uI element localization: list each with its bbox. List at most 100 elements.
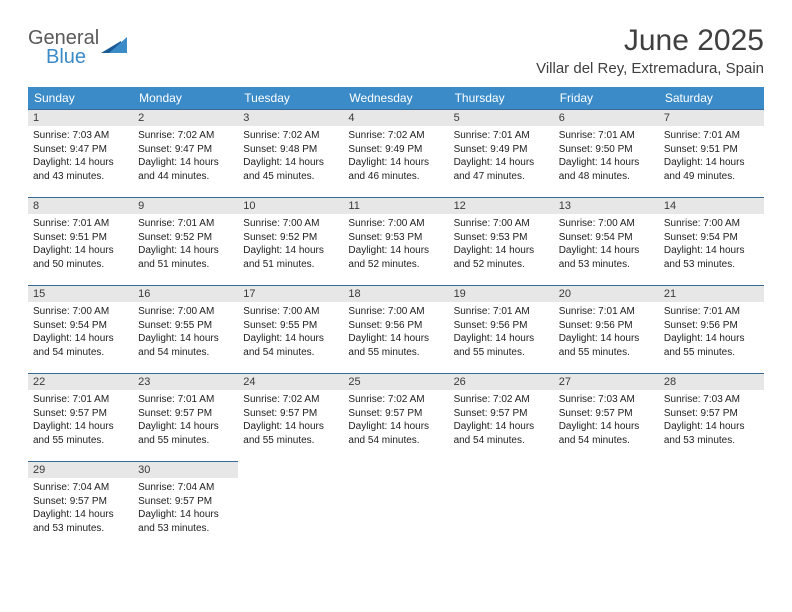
month-title: June 2025 (536, 24, 764, 58)
day-number: 12 (449, 197, 554, 214)
calendar-column-header: Sunday (28, 87, 133, 109)
sunset-text: Sunset: 9:47 PM (33, 143, 128, 157)
sunrise-text: Sunrise: 7:01 AM (33, 393, 128, 407)
sunrise-text: Sunrise: 7:00 AM (664, 217, 759, 231)
day-details: Sunrise: 7:01 AMSunset: 9:56 PMDaylight:… (554, 302, 659, 362)
calendar-day-cell: 26Sunrise: 7:02 AMSunset: 9:57 PMDayligh… (449, 373, 554, 461)
calendar-day-cell: 15Sunrise: 7:00 AMSunset: 9:54 PMDayligh… (28, 285, 133, 373)
day-number: 6 (554, 109, 659, 126)
sunset-text: Sunset: 9:48 PM (243, 143, 338, 157)
sunrise-text: Sunrise: 7:00 AM (243, 217, 338, 231)
daylight-text: Daylight: 14 hours and 53 minutes. (664, 420, 759, 447)
day-details: Sunrise: 7:00 AMSunset: 9:54 PMDaylight:… (554, 214, 659, 274)
sunrise-text: Sunrise: 7:01 AM (664, 305, 759, 319)
day-number: 3 (238, 109, 343, 126)
day-details: Sunrise: 7:01 AMSunset: 9:51 PMDaylight:… (28, 214, 133, 274)
sunrise-text: Sunrise: 7:04 AM (138, 481, 233, 495)
sunset-text: Sunset: 9:53 PM (348, 231, 443, 245)
sunset-text: Sunset: 9:53 PM (454, 231, 549, 245)
day-number: 30 (133, 461, 238, 478)
day-number: 18 (343, 285, 448, 302)
day-number: 11 (343, 197, 448, 214)
day-number: 7 (659, 109, 764, 126)
sunset-text: Sunset: 9:51 PM (33, 231, 128, 245)
calendar-day-cell: 7Sunrise: 7:01 AMSunset: 9:51 PMDaylight… (659, 109, 764, 197)
sunset-text: Sunset: 9:47 PM (138, 143, 233, 157)
logo-mark-icon (101, 35, 127, 60)
day-number: 16 (133, 285, 238, 302)
sunset-text: Sunset: 9:56 PM (664, 319, 759, 333)
day-details: Sunrise: 7:01 AMSunset: 9:57 PMDaylight:… (28, 390, 133, 450)
sunrise-text: Sunrise: 7:01 AM (454, 305, 549, 319)
calendar-day-cell: 17Sunrise: 7:00 AMSunset: 9:55 PMDayligh… (238, 285, 343, 373)
day-details: Sunrise: 7:01 AMSunset: 9:50 PMDaylight:… (554, 126, 659, 186)
page-header: General Blue June 2025 Villar del Rey, E… (28, 24, 764, 77)
sunset-text: Sunset: 9:54 PM (33, 319, 128, 333)
calendar-day-cell: 29Sunrise: 7:04 AMSunset: 9:57 PMDayligh… (28, 461, 133, 549)
calendar-week-row: 15Sunrise: 7:00 AMSunset: 9:54 PMDayligh… (28, 285, 764, 373)
calendar-day-cell: 25Sunrise: 7:02 AMSunset: 9:57 PMDayligh… (343, 373, 448, 461)
daylight-text: Daylight: 14 hours and 45 minutes. (243, 156, 338, 183)
calendar-day-cell: 6Sunrise: 7:01 AMSunset: 9:50 PMDaylight… (554, 109, 659, 197)
day-details: Sunrise: 7:01 AMSunset: 9:56 PMDaylight:… (449, 302, 554, 362)
calendar-day-cell: 20Sunrise: 7:01 AMSunset: 9:56 PMDayligh… (554, 285, 659, 373)
day-details: Sunrise: 7:02 AMSunset: 9:48 PMDaylight:… (238, 126, 343, 186)
day-details: Sunrise: 7:02 AMSunset: 9:57 PMDaylight:… (238, 390, 343, 450)
sunset-text: Sunset: 9:57 PM (33, 495, 128, 509)
sunset-text: Sunset: 9:54 PM (664, 231, 759, 245)
sunrise-text: Sunrise: 7:03 AM (664, 393, 759, 407)
sunset-text: Sunset: 9:52 PM (138, 231, 233, 245)
daylight-text: Daylight: 14 hours and 49 minutes. (664, 156, 759, 183)
daylight-text: Daylight: 14 hours and 55 minutes. (559, 332, 654, 359)
daylight-text: Daylight: 14 hours and 44 minutes. (138, 156, 233, 183)
calendar-day-cell: 23Sunrise: 7:01 AMSunset: 9:57 PMDayligh… (133, 373, 238, 461)
day-details: Sunrise: 7:01 AMSunset: 9:49 PMDaylight:… (449, 126, 554, 186)
daylight-text: Daylight: 14 hours and 55 minutes. (348, 332, 443, 359)
sunrise-text: Sunrise: 7:00 AM (559, 217, 654, 231)
sunset-text: Sunset: 9:57 PM (243, 407, 338, 421)
sunset-text: Sunset: 9:56 PM (348, 319, 443, 333)
daylight-text: Daylight: 14 hours and 54 minutes. (33, 332, 128, 359)
calendar-day-cell: 14Sunrise: 7:00 AMSunset: 9:54 PMDayligh… (659, 197, 764, 285)
day-details: Sunrise: 7:01 AMSunset: 9:57 PMDaylight:… (133, 390, 238, 450)
daylight-text: Daylight: 14 hours and 53 minutes. (138, 508, 233, 535)
calendar-day-cell: 19Sunrise: 7:01 AMSunset: 9:56 PMDayligh… (449, 285, 554, 373)
day-number: 4 (343, 109, 448, 126)
daylight-text: Daylight: 14 hours and 53 minutes. (559, 244, 654, 271)
sunrise-text: Sunrise: 7:00 AM (138, 305, 233, 319)
daylight-text: Daylight: 14 hours and 55 minutes. (243, 420, 338, 447)
sunrise-text: Sunrise: 7:00 AM (348, 217, 443, 231)
calendar-day-cell: 13Sunrise: 7:00 AMSunset: 9:54 PMDayligh… (554, 197, 659, 285)
sunset-text: Sunset: 9:57 PM (559, 407, 654, 421)
calendar-column-header: Tuesday (238, 87, 343, 109)
day-number: 9 (133, 197, 238, 214)
day-number: 20 (554, 285, 659, 302)
daylight-text: Daylight: 14 hours and 53 minutes. (33, 508, 128, 535)
daylight-text: Daylight: 14 hours and 50 minutes. (33, 244, 128, 271)
day-details: Sunrise: 7:03 AMSunset: 9:57 PMDaylight:… (554, 390, 659, 450)
calendar-day-cell: 28Sunrise: 7:03 AMSunset: 9:57 PMDayligh… (659, 373, 764, 461)
calendar-day-cell: 5Sunrise: 7:01 AMSunset: 9:49 PMDaylight… (449, 109, 554, 197)
day-details: Sunrise: 7:00 AMSunset: 9:53 PMDaylight:… (449, 214, 554, 274)
sunrise-text: Sunrise: 7:02 AM (348, 393, 443, 407)
calendar-day-cell: 10Sunrise: 7:00 AMSunset: 9:52 PMDayligh… (238, 197, 343, 285)
sunset-text: Sunset: 9:57 PM (454, 407, 549, 421)
calendar-day-cell: 27Sunrise: 7:03 AMSunset: 9:57 PMDayligh… (554, 373, 659, 461)
sunset-text: Sunset: 9:55 PM (138, 319, 233, 333)
sunrise-text: Sunrise: 7:03 AM (559, 393, 654, 407)
sunset-text: Sunset: 9:50 PM (559, 143, 654, 157)
daylight-text: Daylight: 14 hours and 48 minutes. (559, 156, 654, 183)
calendar-day-cell: 21Sunrise: 7:01 AMSunset: 9:56 PMDayligh… (659, 285, 764, 373)
day-details: Sunrise: 7:01 AMSunset: 9:52 PMDaylight:… (133, 214, 238, 274)
day-details: Sunrise: 7:00 AMSunset: 9:56 PMDaylight:… (343, 302, 448, 362)
daylight-text: Daylight: 14 hours and 55 minutes. (33, 420, 128, 447)
calendar-column-header: Thursday (449, 87, 554, 109)
daylight-text: Daylight: 14 hours and 53 minutes. (664, 244, 759, 271)
daylight-text: Daylight: 14 hours and 55 minutes. (138, 420, 233, 447)
day-number: 19 (449, 285, 554, 302)
day-details: Sunrise: 7:02 AMSunset: 9:57 PMDaylight:… (449, 390, 554, 450)
sunset-text: Sunset: 9:49 PM (454, 143, 549, 157)
day-details: Sunrise: 7:00 AMSunset: 9:54 PMDaylight:… (28, 302, 133, 362)
daylight-text: Daylight: 14 hours and 54 minutes. (138, 332, 233, 359)
day-details: Sunrise: 7:01 AMSunset: 9:51 PMDaylight:… (659, 126, 764, 186)
